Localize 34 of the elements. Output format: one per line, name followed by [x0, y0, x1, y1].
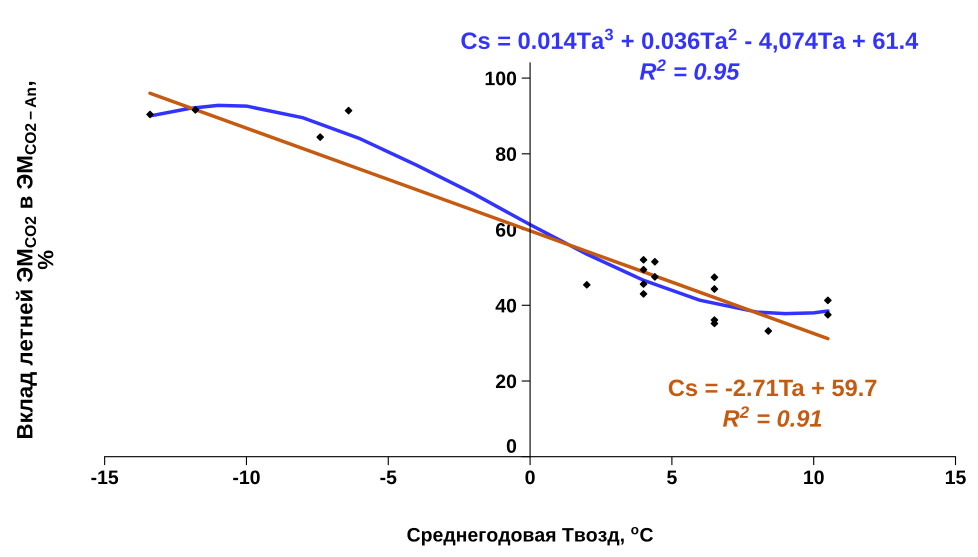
annotation: Cs = -2.71Ta + 59.7: [668, 380, 876, 396]
y-tick-label: 0: [506, 439, 516, 453]
x-axis-title: Среднегодовая Твозд, $^{o}$C: [407, 526, 653, 546]
point: [651, 258, 659, 266]
text: Вклад летней ЭМ$_{CO2}$ в ЭМ$_{CO2−An}$, %: [16, 82, 54, 438]
point: [640, 280, 648, 288]
point: [583, 281, 591, 289]
y-tick-label: 100: [486, 72, 516, 86]
point: [344, 106, 352, 114]
x-tick-label: -10: [233, 470, 260, 484]
point: [824, 296, 832, 304]
y-tick-label: 20: [496, 374, 516, 388]
x-tick-label: -5: [380, 470, 396, 484]
x-tick-label: 0: [525, 470, 535, 484]
x-tick-label: 10: [804, 470, 824, 484]
annotation: R$^{2}$ = 0.95: [640, 59, 740, 80]
point: [710, 285, 718, 293]
y-tick-label: 80: [496, 147, 516, 162]
x-tick-label: 15: [946, 470, 966, 484]
point: [640, 266, 648, 274]
text: Cs = 0.014Ta$^{3}$ + 0.036Ta$^{2}$ - 4,074Ta + 61.4: [461, 28, 918, 53]
point: [316, 133, 324, 141]
point: [824, 310, 832, 319]
y-tick-label: 40: [496, 298, 516, 313]
x-tick-label: 5: [667, 470, 677, 484]
point: [146, 110, 154, 118]
point: [640, 256, 648, 264]
point: [192, 106, 200, 114]
point: [710, 273, 718, 282]
point: [651, 273, 659, 281]
point: [640, 290, 648, 298]
point: [764, 327, 772, 335]
annotation: R$^{2}$ = 0.91: [722, 406, 822, 427]
x-tick-label: -15: [91, 470, 118, 484]
